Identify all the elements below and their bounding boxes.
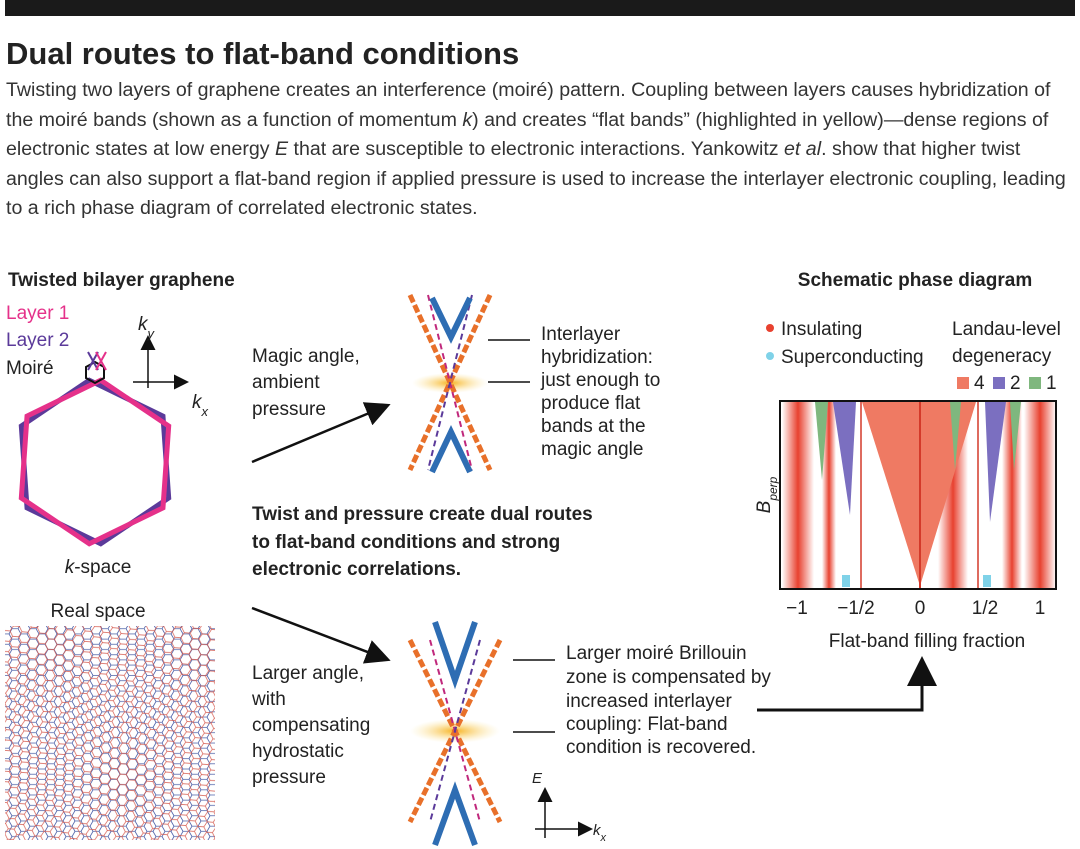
swatch <box>1029 377 1041 389</box>
legend-layer1: Layer 1 <box>6 303 69 324</box>
arrow <box>251 402 391 464</box>
intro-italic: et al <box>784 138 822 160</box>
line: hybridization: <box>541 347 653 368</box>
tick-label: 1/2 <box>972 598 998 619</box>
line: Interlayer <box>541 324 621 345</box>
intro-italic: E <box>275 138 289 160</box>
line: Larger moiré Brillouin <box>566 643 747 664</box>
line: Magic angle, <box>252 346 360 367</box>
line: pressure <box>252 767 326 788</box>
kx-label: kx <box>593 822 607 844</box>
landau-level: 4 <box>974 373 985 394</box>
line: produce flat <box>541 393 641 414</box>
k-space-hexagons <box>18 351 172 547</box>
line: just enough to <box>540 370 660 391</box>
swatch <box>993 377 1005 389</box>
landau-level: 1 <box>1046 373 1057 394</box>
panel-title: Twisted bilayer graphene <box>8 270 235 291</box>
ky-label: ky <box>138 314 156 341</box>
legend-moire: Moiré <box>6 358 54 379</box>
line: compensating <box>252 715 370 736</box>
bottom-note: Larger moiré Brillouin zone is compensat… <box>566 643 771 758</box>
legend-insulating: Insulating <box>781 319 862 340</box>
line: to flat-band conditions and strong <box>252 532 560 553</box>
legend-dot <box>766 324 774 332</box>
bottom-condition: Larger angle, with compensating hydrosta… <box>251 663 370 788</box>
line: coupling: Flat-band <box>566 714 728 735</box>
summary: Twist and pressure create dual routes to… <box>252 504 593 580</box>
intro-text: . show that higher twist angles can also… <box>6 138 1066 219</box>
tick-label: −1/2 <box>837 598 875 619</box>
tick-label: 1 <box>1035 598 1046 619</box>
tick-label: 0 <box>915 598 926 619</box>
legend-superconducting: Superconducting <box>781 347 924 368</box>
connector-arrow <box>757 656 937 712</box>
phase-diagram <box>779 400 1057 590</box>
line: with <box>251 689 286 710</box>
kx-label: kx <box>192 392 209 419</box>
arrow <box>251 606 391 664</box>
band-diagram-bottom <box>407 621 503 847</box>
intro: Twisting two layers of graphene creates … <box>6 76 1072 224</box>
line: condition is recovered. <box>566 737 756 758</box>
landau-level: 2 <box>1010 373 1021 394</box>
band-diagram-top <box>407 293 493 474</box>
x-ticks: −1 −1/2 0 1/2 1 <box>786 598 1045 619</box>
x-label: Flat-band filling fraction <box>829 631 1025 652</box>
lattice-layer2 <box>5 626 215 840</box>
top-note: Interlayer hybridization: just enough to… <box>540 324 660 460</box>
title: Dual routes to flat-band conditions <box>6 36 519 71</box>
panel-title: Schematic phase diagram <box>798 270 1032 291</box>
line: bands at the <box>541 416 646 437</box>
intro-text: that are susceptible to electronic inter… <box>288 138 785 160</box>
e-label: E <box>532 770 543 787</box>
line: increased interlayer <box>566 691 732 712</box>
real-space-label: Real space <box>50 601 145 622</box>
line: Larger angle, <box>252 663 364 684</box>
top-bar <box>5 0 1075 16</box>
intro-text: Twisting two layers of graphene creates … <box>6 79 1051 131</box>
y-label: Bperp <box>754 476 780 513</box>
landau-title: degeneracy <box>952 346 1052 367</box>
line: Twist and pressure create dual routes <box>252 504 593 525</box>
top-condition: Magic angle, ambient pressure <box>252 346 360 420</box>
line: ambient <box>252 372 320 393</box>
legend-dot <box>766 352 774 360</box>
landau-title: Landau-level <box>952 319 1061 340</box>
line: hydrostatic <box>252 741 344 762</box>
legend-layer2: Layer 2 <box>6 330 69 351</box>
kspace-label: k-space <box>65 557 132 578</box>
tick-label: −1 <box>786 598 808 619</box>
line: electronic correlations. <box>252 559 461 580</box>
intro-italic: k <box>462 108 473 131</box>
swatch <box>957 377 969 389</box>
line: zone is compensated by <box>566 667 771 688</box>
line: magic angle <box>541 439 643 460</box>
line: pressure <box>252 399 326 420</box>
intro-text: ) and creates “flat bands” (highlighted … <box>6 108 1049 161</box>
